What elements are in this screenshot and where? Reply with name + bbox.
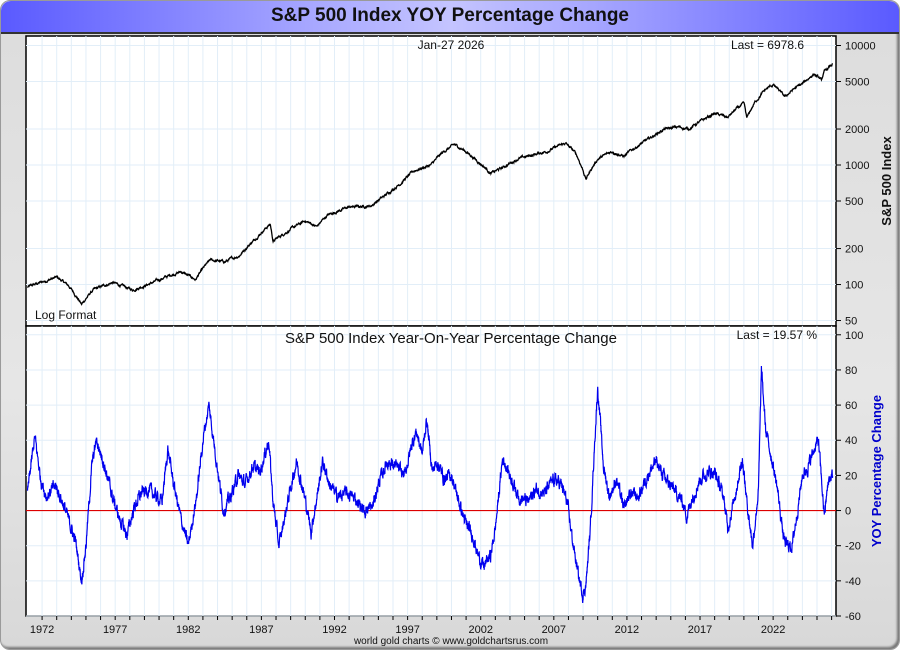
x-tick-label: 1997 — [395, 624, 419, 636]
y-tick-label: 100 — [845, 330, 863, 342]
title-bar: S&P 500 Index YOY Percentage Change — [1, 1, 899, 34]
upper-y-axis: 10000 5000 2000 1000 500 200 100 50 — [836, 40, 876, 328]
upper-plot-area — [25, 35, 837, 327]
x-axis: 1972 1977 1982 1987 1992 1997 2002 2007 2012 2017… — [30, 616, 833, 636]
index-last-label: Last = 6978.6 — [731, 38, 804, 52]
x-tick-label: 1972 — [30, 624, 54, 636]
index-line — [27, 62, 833, 306]
yoy-line — [26, 365, 834, 603]
y-tick-label: -20 — [845, 541, 861, 553]
y-tick-label: 80 — [845, 365, 857, 377]
y-tick-label: 0 — [845, 506, 851, 518]
y-tick-label: 5000 — [845, 76, 869, 88]
x-tick-label: 2002 — [468, 624, 492, 636]
y-tick-label: 100 — [845, 280, 863, 292]
y-tick-label: 10000 — [845, 40, 876, 52]
yoy-last-label: Last = 19.57 % — [737, 328, 818, 342]
yoy-chart-title: S&P 500 Index Year-On-Year Percentage Ch… — [285, 330, 617, 347]
y-tick-label: 60 — [845, 400, 857, 412]
x-tick-label: 1982 — [176, 624, 200, 636]
x-tick-label: 2022 — [761, 624, 785, 636]
x-tick-label: 2017 — [688, 624, 712, 636]
lower-y-axis: 100 80 60 40 20 0 -20 -40 -60 — [836, 330, 863, 623]
chart-title: S&P 500 Index YOY Percentage Change — [271, 5, 629, 26]
index-axis-label: S&P 500 Index — [879, 136, 894, 226]
y-tick-label: 50 — [845, 316, 857, 328]
y-tick-label: 20 — [845, 470, 857, 482]
log-format-label: Log Format — [35, 308, 97, 322]
y-tick-label: -60 — [845, 611, 861, 623]
x-tick-label: 1987 — [249, 624, 273, 636]
y-tick-label: 200 — [845, 244, 863, 256]
x-tick-label: 2007 — [542, 624, 566, 636]
lower-plot-area — [25, 325, 837, 617]
x-tick-label: 1992 — [322, 624, 346, 636]
y-tick-label: -40 — [845, 576, 861, 588]
footer-credit: world gold charts © www.goldchartsrus.co… — [353, 636, 548, 647]
y-tick-label: 500 — [845, 196, 863, 208]
y-tick-label: 2000 — [845, 124, 869, 136]
upper-grid — [26, 36, 836, 326]
yoy-axis-label: YOY Percentage Change — [869, 395, 884, 547]
y-tick-label: 1000 — [845, 160, 869, 172]
x-tick-label: 2012 — [615, 624, 639, 636]
date-label: Jan-27 2026 — [418, 38, 485, 52]
x-tick-label: 1977 — [103, 624, 127, 636]
y-tick-label: 40 — [845, 435, 857, 447]
lower-grid — [26, 326, 836, 617]
